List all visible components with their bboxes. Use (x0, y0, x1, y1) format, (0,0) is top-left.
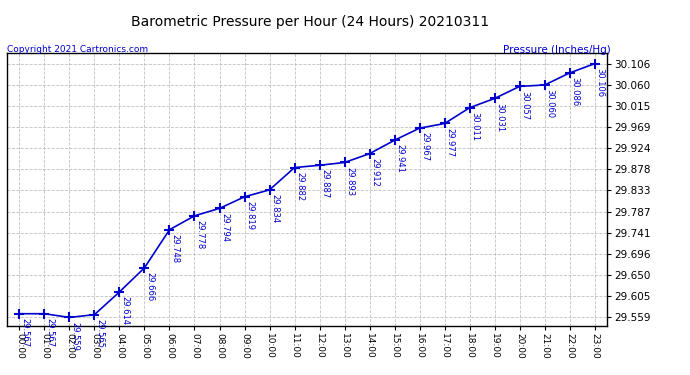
Text: Barometric Pressure per Hour (24 Hours) 20210311: Barometric Pressure per Hour (24 Hours) … (131, 15, 490, 29)
Text: 29.778: 29.778 (195, 220, 204, 249)
Text: 30.060: 30.060 (546, 89, 555, 118)
Text: 29.882: 29.882 (295, 172, 304, 201)
Text: 29.614: 29.614 (121, 296, 130, 325)
Text: 29.967: 29.967 (421, 132, 430, 161)
Text: 29.559: 29.559 (70, 322, 79, 351)
Text: 29.834: 29.834 (270, 194, 279, 223)
Text: 29.977: 29.977 (446, 128, 455, 157)
Text: 29.887: 29.887 (321, 170, 330, 199)
Text: 29.565: 29.565 (95, 319, 104, 348)
Text: 30.011: 30.011 (471, 112, 480, 141)
Text: 29.666: 29.666 (146, 272, 155, 301)
Text: 29.748: 29.748 (170, 234, 179, 263)
Text: 29.794: 29.794 (221, 213, 230, 242)
Text: 30.057: 30.057 (521, 90, 530, 120)
Text: 30.031: 30.031 (495, 103, 504, 132)
Text: 30.106: 30.106 (595, 68, 604, 97)
Text: Copyright 2021 Cartronics.com: Copyright 2021 Cartronics.com (7, 45, 148, 54)
Text: 29.819: 29.819 (246, 201, 255, 230)
Text: 29.893: 29.893 (346, 166, 355, 196)
Text: 29.941: 29.941 (395, 144, 404, 173)
Text: 29.567: 29.567 (21, 318, 30, 347)
Text: 29.567: 29.567 (46, 318, 55, 347)
Text: Pressure (Inches/Hg): Pressure (Inches/Hg) (503, 45, 611, 55)
Text: 30.086: 30.086 (571, 77, 580, 106)
Text: 29.912: 29.912 (371, 158, 380, 187)
